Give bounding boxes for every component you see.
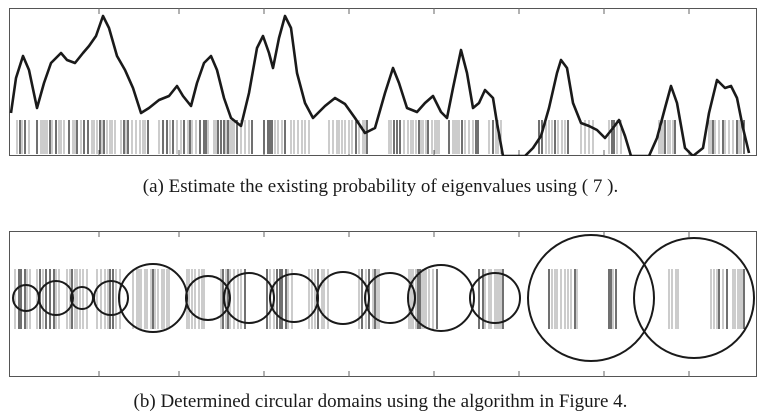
domain-circle <box>12 284 40 312</box>
domain-circle <box>316 271 370 325</box>
domain-circle <box>185 275 231 321</box>
domain-circle <box>469 272 521 324</box>
domain-circle <box>633 237 755 359</box>
domain-circle <box>70 286 94 310</box>
domain-circle <box>407 264 475 332</box>
density-curve <box>9 14 751 156</box>
domain-circle <box>223 272 275 324</box>
eigenvalue-markers-a <box>16 120 745 154</box>
panel-b-circular-domains <box>9 231 757 377</box>
panel-b-frame <box>9 231 757 377</box>
domain-circle <box>38 280 74 316</box>
caption-a: (a) Estimate the existing probability of… <box>142 176 619 197</box>
domain-circle <box>364 272 416 324</box>
domain-circle <box>93 280 129 316</box>
panel-a-density-plot <box>9 8 757 156</box>
domain-circles <box>12 234 755 362</box>
domains-svg <box>9 231 757 377</box>
panel-a-frame <box>9 8 757 156</box>
density-svg <box>9 8 757 156</box>
caption-b: (b) Determined circular domains using th… <box>133 391 628 412</box>
domain-circle <box>527 234 655 362</box>
